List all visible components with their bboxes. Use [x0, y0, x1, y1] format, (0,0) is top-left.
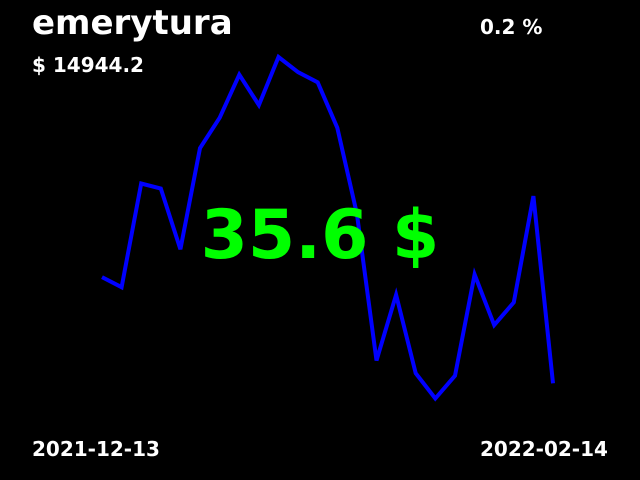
- asset-title: emerytura: [32, 3, 233, 43]
- start-date: 2021-12-13: [32, 437, 160, 461]
- percent-change: 0.2 %: [480, 15, 543, 39]
- current-price: 35.6 $: [200, 196, 440, 275]
- balance-value: $ 14944.2: [32, 53, 144, 77]
- end-date: 2022-02-14: [480, 437, 608, 461]
- price-series-line: [101, 53, 555, 402]
